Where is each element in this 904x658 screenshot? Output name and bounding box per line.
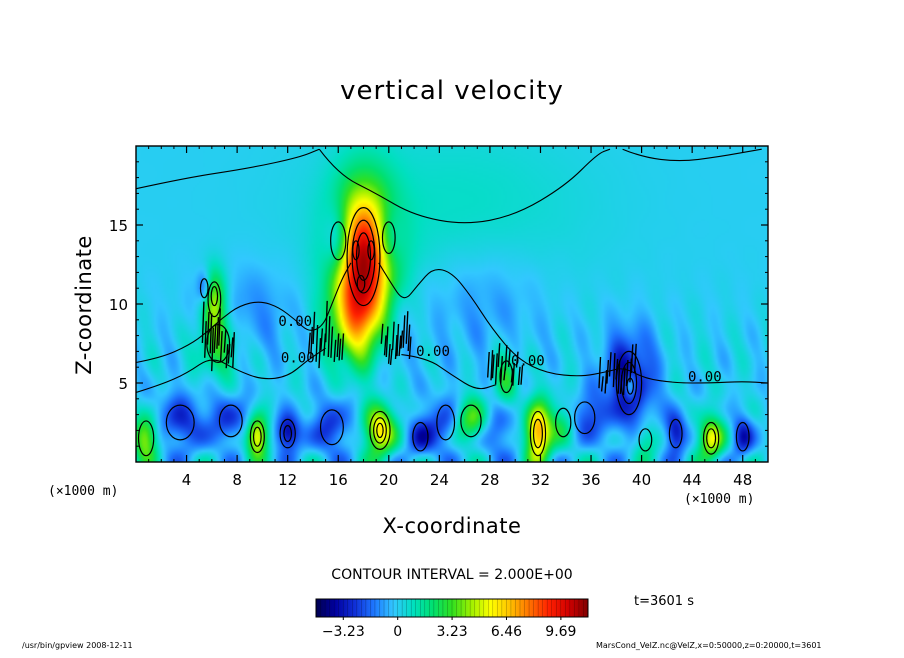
- contour-ring-32: [555, 407, 572, 438]
- contour-ring-15: [532, 418, 543, 449]
- x-tick-label-6: 28: [480, 471, 499, 489]
- contour-ring-18: [279, 418, 296, 449]
- contour-label-0: 0.00: [278, 314, 312, 330]
- x-tick-label-2: 12: [278, 471, 297, 489]
- contour-ring-0: [346, 207, 381, 307]
- contour-ring-16: [249, 420, 265, 454]
- contour-ring-34: [615, 350, 643, 416]
- contour-ring-10: [199, 278, 209, 299]
- contour-line-1: [318, 148, 611, 224]
- colorbar: −3.23 0 3.23 6.46 9.69: [315, 598, 589, 640]
- time-stamp-label: t=3601 s: [634, 594, 694, 609]
- x-tick-label-8: 36: [581, 471, 600, 489]
- contour-ring-31: [218, 404, 243, 438]
- contour-ring-21: [706, 428, 717, 449]
- contour-ring-6: [330, 221, 347, 261]
- colorbar-tick-label-1: 0: [393, 624, 402, 640]
- y-axis-label: Z-coordinate: [72, 235, 96, 375]
- x-tick-label-9: 40: [632, 471, 651, 489]
- x-tick-label-1: 8: [232, 471, 242, 489]
- contour-ring-24: [735, 421, 750, 452]
- x-tick-label-10: 44: [683, 471, 702, 489]
- contour-ring-17: [252, 426, 262, 447]
- x-unit-label-right: (×1000 m): [684, 492, 755, 507]
- colorbar-tick-label-0: −3.23: [322, 624, 365, 640]
- contour-ring-26: [436, 404, 456, 441]
- contour-ring-12: [373, 417, 387, 444]
- contour-line-5: [136, 347, 326, 394]
- contour-cluster-3: [598, 343, 637, 395]
- contour-line-3: [136, 262, 352, 364]
- contour-cluster-2: [487, 343, 524, 386]
- contour-ring-29: [319, 409, 344, 446]
- contour-ring-4: [367, 240, 375, 261]
- contour-label-1: 0.00: [281, 350, 315, 366]
- colorbar-tick-label-4: 9.69: [545, 624, 576, 640]
- x-tick-label-0: 4: [182, 471, 192, 489]
- y-tick-label-0: 5: [118, 375, 128, 393]
- contour-ring-28: [412, 421, 429, 452]
- contour-label-2: 0.00: [416, 344, 450, 360]
- x-tick-label-3: 16: [329, 471, 348, 489]
- y-tick-label-2: 15: [109, 217, 128, 235]
- contour-ring-11: [369, 410, 391, 450]
- x-tick-label-5: 24: [430, 471, 449, 489]
- contour-ring-3: [352, 240, 360, 261]
- contour-ring-13: [376, 422, 384, 439]
- contour-label-4: 0.00: [688, 369, 722, 385]
- contour-ring-9: [210, 286, 219, 307]
- contour-ring-33: [638, 428, 653, 452]
- colorbar-tick-label-2: 3.23: [436, 624, 467, 640]
- contour-ring-23: [668, 418, 683, 449]
- heatmap-field: [136, 146, 768, 462]
- x-tick-label-4: 20: [379, 471, 398, 489]
- footer-data-source: MarsCond_VelZ.nc@VelZ,x=0:50000,z=0:2000…: [596, 641, 822, 650]
- contour-line-2: [622, 148, 762, 162]
- contour-label-3: 0.00: [511, 354, 545, 370]
- contour-interval-label: CONTOUR INTERVAL = 2.000E+00: [331, 567, 573, 583]
- footer-program-date: /usr/bin/gpview 2008-12-11: [22, 641, 133, 650]
- chart-title: vertical velocity: [340, 76, 564, 106]
- contour-labels: 0.00 0.00 0.00 0.00 0.00: [278, 314, 721, 385]
- contour-ring-19: [283, 425, 293, 443]
- contour-ring-22: [137, 420, 155, 457]
- colorbar-tick-label-3: 6.46: [491, 624, 522, 640]
- y-tick-label-1: 10: [109, 296, 128, 314]
- contour-cluster-1: [380, 311, 412, 365]
- x-tick-label-11: 48: [733, 471, 752, 489]
- contour-cluster-0: [307, 300, 345, 369]
- contour-line-6: [401, 354, 497, 390]
- contour-line-0: [136, 148, 320, 190]
- contour-ring-2: [355, 232, 372, 281]
- x-tick-label-7: 32: [531, 471, 550, 489]
- contour-ring-25: [460, 404, 482, 438]
- contour-lines: [136, 148, 768, 457]
- contour-ring-20: [702, 421, 720, 455]
- x-unit-label-left: (×1000 m): [48, 484, 119, 499]
- contour-ring-8: [207, 281, 222, 318]
- contour-ring-1: [351, 219, 376, 294]
- x-axis-label: X-coordinate: [382, 514, 522, 538]
- contour-ring-14: [529, 410, 547, 457]
- contour-ring-5: [356, 274, 366, 292]
- contour-ring-7: [381, 221, 396, 255]
- plot-area: [136, 146, 768, 462]
- contour-cluster-4: [201, 301, 235, 372]
- contour-ring-30: [165, 404, 195, 441]
- contour-line-4: [378, 262, 768, 384]
- contour-ring-27: [574, 401, 596, 435]
